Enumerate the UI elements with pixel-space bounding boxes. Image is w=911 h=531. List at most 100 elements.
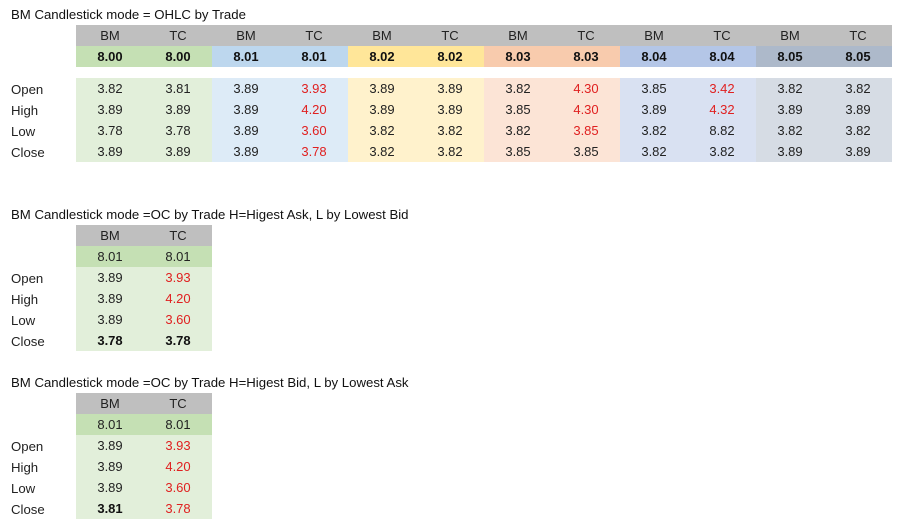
data-cell: 3.89 <box>76 288 144 309</box>
data-cell: 3.82 <box>484 120 552 141</box>
header-cell: BM <box>620 25 688 46</box>
header-cell: BM <box>76 25 144 46</box>
data-cell: 3.85 <box>484 141 552 162</box>
data-cell: 3.78 <box>280 141 348 162</box>
header-cell: BM <box>76 393 144 414</box>
data-cell: 3.89 <box>76 267 144 288</box>
data-cell: 3.89 <box>76 456 144 477</box>
data-cell: 3.82 <box>484 78 552 99</box>
row-label-open: Open <box>11 439 44 454</box>
data-cell: 3.89 <box>348 78 416 99</box>
table3-title: BM Candlestick mode =OC by Trade H=Higes… <box>11 375 409 390</box>
table1-value-row: 8.00 8.00 8.01 8.01 8.02 8.02 8.03 8.03 … <box>76 46 892 67</box>
row-label-open: Open <box>11 271 44 286</box>
table1-grid: BM TC BM TC BM TC BM TC BM TC BM TC 8.00… <box>76 25 892 162</box>
data-cell: 4.32 <box>688 99 756 120</box>
row-label-low: Low <box>11 481 36 496</box>
value-cell: 8.01 <box>76 246 144 267</box>
value-cell: 8.03 <box>484 46 552 67</box>
data-cell: 3.81 <box>76 498 144 519</box>
row-label-high: High <box>11 103 39 118</box>
data-cell: 3.89 <box>348 99 416 120</box>
table3-value-row: 8.01 8.01 <box>76 414 212 435</box>
data-cell: 3.78 <box>144 120 212 141</box>
value-cell: 8.04 <box>620 46 688 67</box>
value-cell: 8.05 <box>756 46 824 67</box>
data-cell: 3.89 <box>824 141 892 162</box>
data-cell: 4.30 <box>552 99 620 120</box>
data-cell: 3.93 <box>144 267 212 288</box>
value-cell: 8.04 <box>688 46 756 67</box>
data-cell: 4.30 <box>552 78 620 99</box>
data-cell: 3.89 <box>212 141 280 162</box>
row-label-close: Close <box>11 334 45 349</box>
table3-grid: BM TC 8.01 8.01 3.89 3.93 3.89 4.20 3.89… <box>76 393 212 519</box>
data-cell: 3.89 <box>76 435 144 456</box>
data-cell: 3.82 <box>756 120 824 141</box>
table2-header-row: BM TC <box>76 225 212 246</box>
data-cell: 3.78 <box>76 330 144 351</box>
header-cell: BM <box>348 25 416 46</box>
header-cell: BM <box>756 25 824 46</box>
table1-row-open: 3.82 3.81 3.89 3.93 3.89 3.89 3.82 4.30 … <box>76 78 892 99</box>
data-cell: 3.82 <box>416 141 484 162</box>
header-cell: TC <box>824 25 892 46</box>
table1-row-high: 3.89 3.89 3.89 4.20 3.89 3.89 3.85 4.30 … <box>76 99 892 120</box>
data-cell: 3.89 <box>144 99 212 120</box>
value-cell: 8.01 <box>76 414 144 435</box>
table2-title: BM Candlestick mode =OC by Trade H=Higes… <box>11 207 409 222</box>
data-cell: 3.82 <box>824 78 892 99</box>
table3-row-labels: Open High Low Close <box>11 436 45 520</box>
value-cell: 8.02 <box>348 46 416 67</box>
data-cell: 3.85 <box>552 141 620 162</box>
value-cell: 8.03 <box>552 46 620 67</box>
header-cell: TC <box>416 25 484 46</box>
table1-row-low: 3.78 3.78 3.89 3.60 3.82 3.82 3.82 3.85 … <box>76 120 892 141</box>
data-cell: 3.89 <box>416 99 484 120</box>
data-cell: 4.20 <box>280 99 348 120</box>
data-cell: 3.42 <box>688 78 756 99</box>
data-cell: 3.89 <box>620 99 688 120</box>
data-cell: 3.89 <box>212 78 280 99</box>
data-cell: 3.60 <box>144 477 212 498</box>
table2-row-close: 3.78 3.78 <box>76 330 212 351</box>
data-cell: 3.89 <box>756 99 824 120</box>
data-cell: 3.78 <box>144 330 212 351</box>
header-cell: TC <box>144 393 212 414</box>
data-cell: 4.20 <box>144 288 212 309</box>
table2-row-open: 3.89 3.93 <box>76 267 212 288</box>
header-cell: TC <box>280 25 348 46</box>
data-cell: 4.20 <box>144 456 212 477</box>
data-cell: 3.85 <box>552 120 620 141</box>
table1-title: BM Candlestick mode = OHLC by Trade <box>11 7 246 22</box>
header-cell: BM <box>212 25 280 46</box>
value-cell: 8.01 <box>144 414 212 435</box>
data-cell: 3.82 <box>76 78 144 99</box>
data-cell: 3.89 <box>144 141 212 162</box>
table2-row-high: 3.89 4.20 <box>76 288 212 309</box>
data-cell: 3.78 <box>76 120 144 141</box>
table2-row-low: 3.89 3.60 <box>76 309 212 330</box>
data-cell: 3.93 <box>144 435 212 456</box>
data-cell: 3.60 <box>144 309 212 330</box>
data-cell: 3.89 <box>824 99 892 120</box>
table3-header-row: BM TC <box>76 393 212 414</box>
row-label-close: Close <box>11 502 45 517</box>
header-cell: TC <box>688 25 756 46</box>
table3-row-low: 3.89 3.60 <box>76 477 212 498</box>
row-label-high: High <box>11 292 39 307</box>
data-cell: 3.82 <box>620 120 688 141</box>
data-cell: 3.89 <box>212 120 280 141</box>
data-cell: 3.85 <box>484 99 552 120</box>
data-cell: 3.60 <box>280 120 348 141</box>
table3-row-open: 3.89 3.93 <box>76 435 212 456</box>
data-cell: 3.89 <box>76 141 144 162</box>
header-cell: TC <box>144 225 212 246</box>
data-cell: 3.81 <box>144 78 212 99</box>
value-cell: 8.05 <box>824 46 892 67</box>
data-cell: 3.89 <box>76 309 144 330</box>
table3-row-close: 3.81 3.78 <box>76 498 212 519</box>
data-cell: 3.89 <box>212 99 280 120</box>
table2-grid: BM TC 8.01 8.01 3.89 3.93 3.89 4.20 3.89… <box>76 225 212 351</box>
data-cell: 3.82 <box>416 120 484 141</box>
